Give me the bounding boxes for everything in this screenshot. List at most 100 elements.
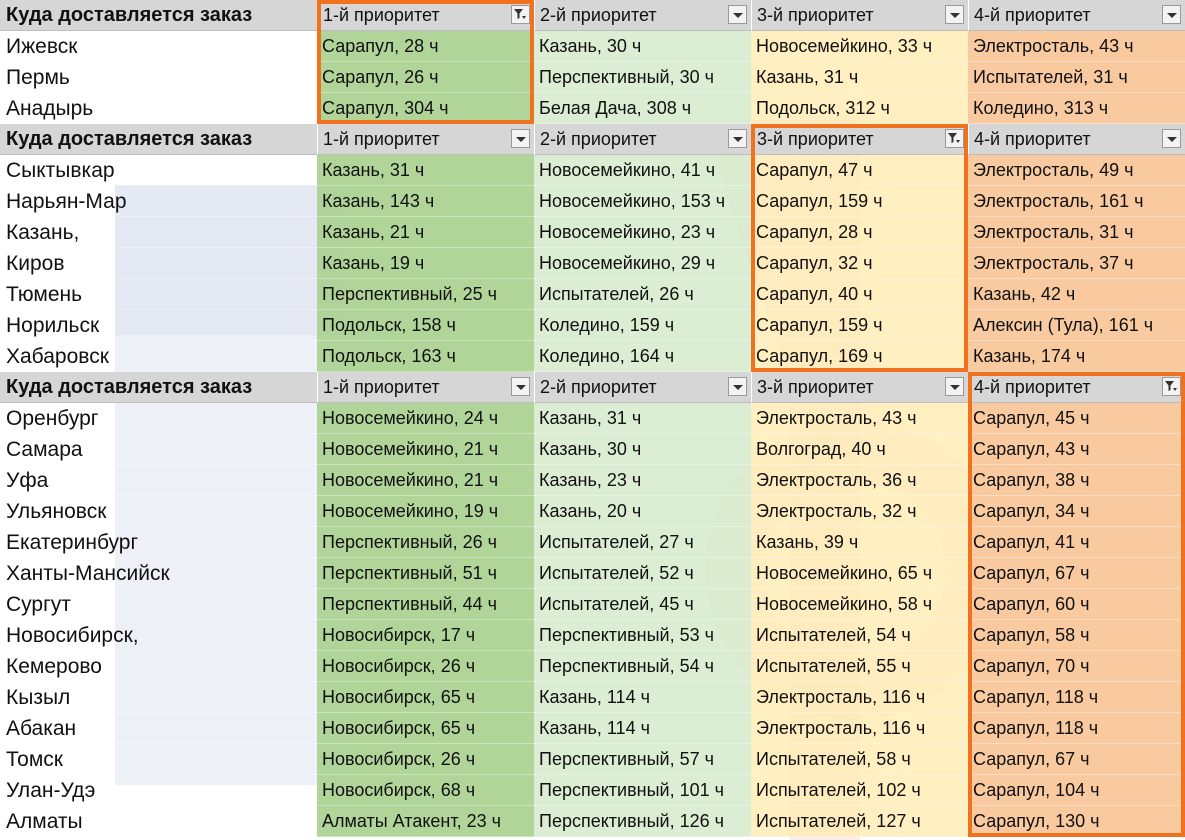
cell-priority-1[interactable]: Перспективный, 51 ч bbox=[317, 558, 534, 589]
cell-destination[interactable]: Кемерово bbox=[0, 651, 317, 682]
cell-priority-3[interactable]: Казань, 31 ч bbox=[751, 62, 968, 93]
cell-destination[interactable]: Абакан bbox=[0, 713, 317, 744]
cell-priority-2[interactable]: Перспективный, 126 ч bbox=[534, 806, 751, 837]
cell-priority-2[interactable]: Казань, 23 ч bbox=[534, 465, 751, 496]
cell-priority-3[interactable]: Испытателей, 55 ч bbox=[751, 651, 968, 682]
header-priority-4[interactable]: 4-й приоритет bbox=[968, 0, 1185, 31]
dropdown-arrow-icon[interactable] bbox=[511, 129, 530, 148]
cell-priority-4[interactable]: Сарапул, 38 ч bbox=[968, 465, 1185, 496]
cell-priority-2[interactable]: Казань, 30 ч bbox=[534, 434, 751, 465]
cell-priority-3[interactable]: Сарапул, 40 ч bbox=[751, 279, 968, 310]
header-priority-2[interactable]: 2-й приоритет bbox=[534, 0, 751, 31]
cell-priority-1[interactable]: Новосибирск, 26 ч bbox=[317, 744, 534, 775]
cell-priority-3[interactable]: Подольск, 312 ч bbox=[751, 93, 968, 124]
cell-priority-1[interactable]: Новосемейкино, 24 ч bbox=[317, 403, 534, 434]
cell-priority-4[interactable]: Коледино, 313 ч bbox=[968, 93, 1185, 124]
cell-destination[interactable]: Ханты-Мансийск bbox=[0, 558, 317, 589]
cell-destination[interactable]: Ижевск bbox=[0, 31, 317, 62]
cell-priority-4[interactable]: Сарапул, 45 ч bbox=[968, 403, 1185, 434]
cell-priority-3[interactable]: Электросталь, 116 ч bbox=[751, 713, 968, 744]
cell-destination[interactable]: Самара bbox=[0, 434, 317, 465]
cell-destination[interactable]: Нарьян-Мар bbox=[0, 186, 317, 217]
cell-priority-2[interactable]: Коледино, 159 ч bbox=[534, 310, 751, 341]
cell-priority-2[interactable]: Казань, 20 ч bbox=[534, 496, 751, 527]
cell-priority-2[interactable]: Казань, 114 ч bbox=[534, 713, 751, 744]
cell-priority-4[interactable]: Сарапул, 70 ч bbox=[968, 651, 1185, 682]
header-priority-3[interactable]: 3-й приоритет bbox=[751, 0, 968, 31]
header-priority-2[interactable]: 2-й приоритет bbox=[534, 372, 751, 403]
cell-destination[interactable]: Сыктывкар bbox=[0, 155, 317, 186]
cell-priority-1[interactable]: Казань, 21 ч bbox=[317, 217, 534, 248]
cell-priority-4[interactable]: Сарапул, 118 ч bbox=[968, 713, 1185, 744]
cell-priority-1[interactable]: Новосемейкино, 21 ч bbox=[317, 465, 534, 496]
cell-priority-2[interactable]: Перспективный, 30 ч bbox=[534, 62, 751, 93]
cell-destination[interactable]: Уфа bbox=[0, 465, 317, 496]
cell-priority-4[interactable]: Электросталь, 37 ч bbox=[968, 248, 1185, 279]
cell-priority-4[interactable]: Сарапул, 118 ч bbox=[968, 682, 1185, 713]
cell-destination[interactable]: Екатеринбург bbox=[0, 527, 317, 558]
cell-priority-2[interactable]: Испытателей, 27 ч bbox=[534, 527, 751, 558]
cell-priority-1[interactable]: Новосибирск, 65 ч bbox=[317, 682, 534, 713]
cell-priority-4[interactable]: Алексин (Тула), 161 ч bbox=[968, 310, 1185, 341]
cell-destination[interactable]: Алматы bbox=[0, 806, 317, 837]
cell-priority-3[interactable]: Сарапул, 169 ч bbox=[751, 341, 968, 372]
cell-priority-1[interactable]: Новосемейкино, 21 ч bbox=[317, 434, 534, 465]
cell-priority-4[interactable]: Сарапул, 67 ч bbox=[968, 744, 1185, 775]
cell-destination[interactable]: Тюмень bbox=[0, 279, 317, 310]
cell-destination[interactable]: Пермь bbox=[0, 62, 317, 93]
dropdown-arrow-icon[interactable] bbox=[728, 5, 747, 24]
cell-priority-1[interactable]: Казань, 19 ч bbox=[317, 248, 534, 279]
cell-priority-1[interactable]: Подольск, 163 ч bbox=[317, 341, 534, 372]
cell-priority-4[interactable]: Электросталь, 49 ч bbox=[968, 155, 1185, 186]
dropdown-arrow-icon[interactable] bbox=[728, 377, 747, 396]
cell-priority-2[interactable]: Испытателей, 26 ч bbox=[534, 279, 751, 310]
dropdown-arrow-icon[interactable] bbox=[728, 129, 747, 148]
cell-priority-4[interactable]: Сарапул, 130 ч bbox=[968, 806, 1185, 837]
cell-destination[interactable]: Казань, bbox=[0, 217, 317, 248]
cell-priority-2[interactable]: Казань, 31 ч bbox=[534, 403, 751, 434]
cell-priority-1[interactable]: Сарапул, 26 ч bbox=[317, 62, 534, 93]
cell-priority-2[interactable]: Новосемейкино, 153 ч bbox=[534, 186, 751, 217]
cell-priority-2[interactable]: Новосемейкино, 29 ч bbox=[534, 248, 751, 279]
cell-priority-2[interactable]: Перспективный, 54 ч bbox=[534, 651, 751, 682]
header-priority-3[interactable]: 3-й приоритет bbox=[751, 124, 968, 155]
header-priority-4[interactable]: 4-й приоритет bbox=[968, 124, 1185, 155]
cell-priority-2[interactable]: Испытателей, 52 ч bbox=[534, 558, 751, 589]
cell-priority-3[interactable]: Электросталь, 43 ч bbox=[751, 403, 968, 434]
cell-priority-2[interactable]: Перспективный, 57 ч bbox=[534, 744, 751, 775]
cell-priority-4[interactable]: Сарапул, 60 ч bbox=[968, 589, 1185, 620]
cell-destination[interactable]: Норильск bbox=[0, 310, 317, 341]
dropdown-arrow-icon[interactable] bbox=[945, 5, 964, 24]
cell-priority-2[interactable]: Перспективный, 101 ч bbox=[534, 775, 751, 806]
cell-priority-3[interactable]: Сарапул, 47 ч bbox=[751, 155, 968, 186]
cell-priority-2[interactable]: Коледино, 164 ч bbox=[534, 341, 751, 372]
cell-priority-1[interactable]: Сарапул, 304 ч bbox=[317, 93, 534, 124]
cell-priority-2[interactable]: Белая Дача, 308 ч bbox=[534, 93, 751, 124]
cell-priority-2[interactable]: Казань, 114 ч bbox=[534, 682, 751, 713]
cell-priority-1[interactable]: Алматы Атакент, 23 ч bbox=[317, 806, 534, 837]
cell-priority-1[interactable]: Новосибирск, 65 ч bbox=[317, 713, 534, 744]
cell-priority-3[interactable]: Испытателей, 102 ч bbox=[751, 775, 968, 806]
cell-priority-1[interactable]: Перспективный, 44 ч bbox=[317, 589, 534, 620]
cell-destination[interactable]: Анадырь bbox=[0, 93, 317, 124]
cell-priority-3[interactable]: Сарапул, 159 ч bbox=[751, 186, 968, 217]
cell-priority-2[interactable]: Казань, 30 ч bbox=[534, 31, 751, 62]
cell-priority-2[interactable]: Новосемейкино, 41 ч bbox=[534, 155, 751, 186]
header-priority-4[interactable]: 4-й приоритет bbox=[968, 372, 1185, 403]
cell-destination[interactable]: Улан-Удэ bbox=[0, 775, 317, 806]
dropdown-arrow-icon[interactable] bbox=[945, 377, 964, 396]
cell-priority-4[interactable]: Сарапул, 41 ч bbox=[968, 527, 1185, 558]
cell-priority-1[interactable]: Казань, 143 ч bbox=[317, 186, 534, 217]
cell-priority-4[interactable]: Электросталь, 161 ч bbox=[968, 186, 1185, 217]
cell-priority-3[interactable]: Испытателей, 58 ч bbox=[751, 744, 968, 775]
header-priority-1[interactable]: 1-й приоритет bbox=[317, 0, 534, 31]
cell-priority-4[interactable]: Казань, 174 ч bbox=[968, 341, 1185, 372]
cell-priority-1[interactable]: Подольск, 158 ч bbox=[317, 310, 534, 341]
cell-priority-3[interactable]: Испытателей, 127 ч bbox=[751, 806, 968, 837]
cell-priority-3[interactable]: Новосемейкино, 58 ч bbox=[751, 589, 968, 620]
cell-priority-4[interactable]: Казань, 42 ч bbox=[968, 279, 1185, 310]
cell-priority-1[interactable]: Сарапул, 28 ч bbox=[317, 31, 534, 62]
cell-priority-1[interactable]: Перспективный, 25 ч bbox=[317, 279, 534, 310]
cell-priority-3[interactable]: Сарапул, 32 ч bbox=[751, 248, 968, 279]
dropdown-arrow-icon[interactable] bbox=[511, 377, 530, 396]
